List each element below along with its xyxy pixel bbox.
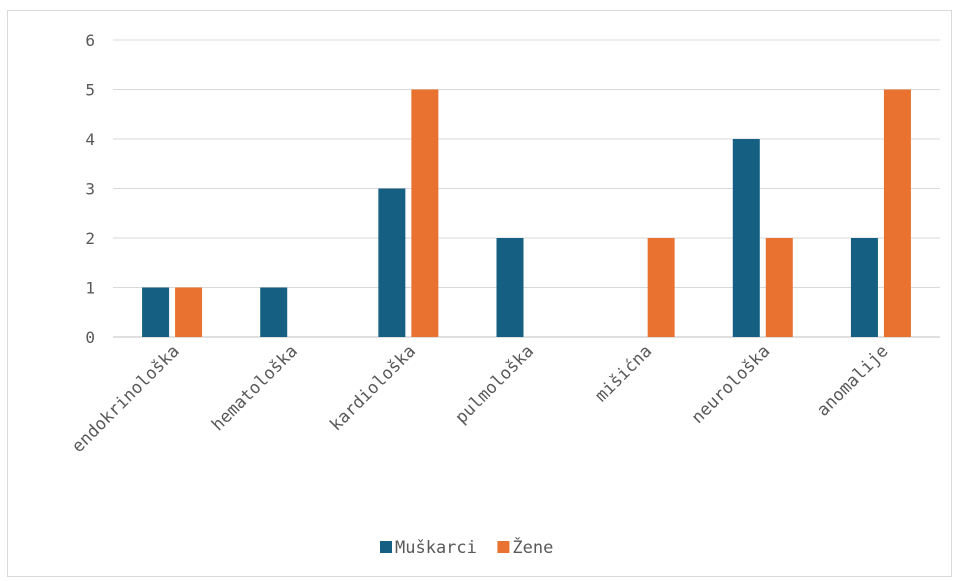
y-tick-label: 4 [85, 130, 95, 149]
y-tick-label: 1 [85, 279, 95, 298]
x-category-label: hematološka [208, 341, 302, 435]
x-category-label: kardiološka [326, 341, 420, 435]
bar-zene-4 [647, 238, 675, 337]
bar-muskarci-2 [378, 188, 406, 337]
legend-label-muskarci: Muškarci [395, 538, 477, 558]
legend-swatch-zene [497, 541, 510, 553]
x-category-label: anomalije [813, 341, 892, 420]
bar-zene-2 [411, 89, 439, 337]
legend: Muškarci Žene [380, 536, 553, 558]
x-category-label: neurološka [688, 341, 775, 428]
y-tick-label: 5 [85, 81, 95, 100]
bar-muskarci-1 [260, 287, 288, 337]
y-tick-label: 0 [85, 328, 95, 347]
bar-muskarci-5 [732, 139, 760, 337]
y-axis-tick-labels: 0 1 2 3 4 5 6 [85, 31, 95, 347]
x-category-label: endokrinološka [68, 341, 183, 456]
y-tick-label: 3 [85, 180, 95, 199]
bar-muskarci-6 [850, 238, 878, 337]
x-category-label: mišićna [591, 341, 656, 406]
bar-zene-0 [175, 287, 203, 337]
bar-zene-6 [883, 89, 911, 337]
bar-zene-5 [765, 238, 793, 337]
y-tick-label: 2 [85, 229, 95, 248]
legend-label-zene: Žene [512, 536, 553, 558]
gridlines [113, 39, 940, 338]
x-category-label: pulmološka [452, 341, 539, 428]
bar-muskarci-0 [142, 287, 170, 337]
legend-swatch-muskarci [380, 541, 392, 553]
bar-muskarci-3 [496, 238, 524, 337]
x-axis-category-labels: endokrinološka hematološka kardiološka pulm… [68, 341, 892, 456]
bars [142, 89, 911, 337]
y-tick-label: 6 [85, 31, 95, 50]
